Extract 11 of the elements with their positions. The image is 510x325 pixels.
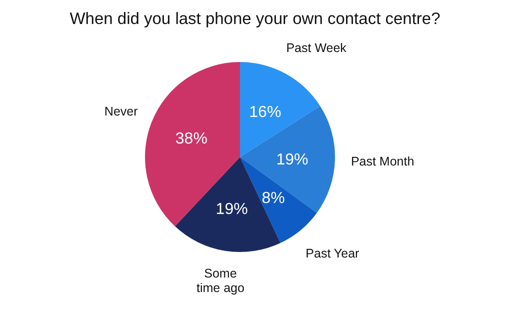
data-label: 8%: [262, 190, 285, 207]
chart-title: When did you last phone your own contact centre?: [70, 10, 440, 28]
data-label: 38%: [175, 130, 208, 148]
slice-label: Past Year: [306, 246, 360, 261]
data-label: 19%: [216, 201, 248, 218]
slice-label: Never: [104, 104, 138, 118]
slice-label: Past Week: [286, 40, 348, 55]
slice-label: Past Month: [350, 154, 414, 168]
data-label: 19%: [276, 151, 308, 168]
data-label: 16%: [249, 104, 282, 121]
slice-label: Some time ago: [196, 266, 244, 296]
